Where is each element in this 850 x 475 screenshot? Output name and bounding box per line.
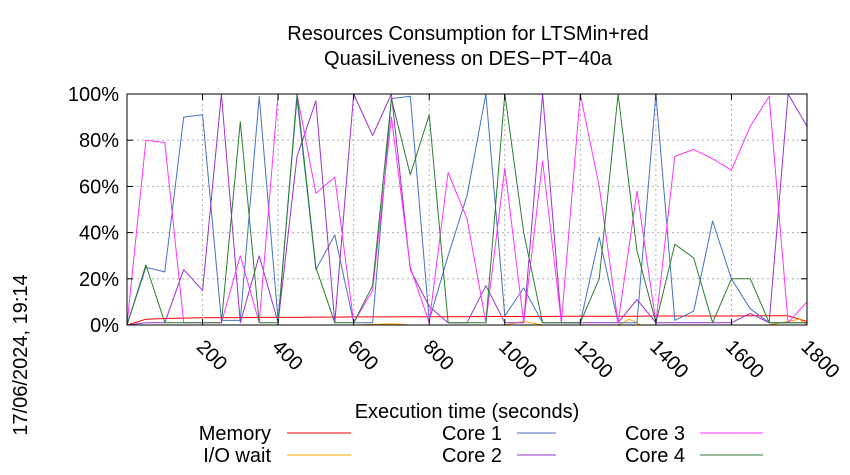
grid xyxy=(127,94,807,325)
chart-title: Resources Consumption for LTSMin+red Qua… xyxy=(287,23,648,70)
series-line-core-4 xyxy=(126,93,807,326)
y-tick-label: 0% xyxy=(90,315,119,337)
legend-label-core-4: Core 4 xyxy=(625,445,685,467)
x-axis-label: Execution time (seconds) xyxy=(355,401,580,423)
x-tick-label: 1800 xyxy=(796,336,843,383)
series-lines xyxy=(126,93,808,326)
x-tick-label: 200 xyxy=(192,336,231,375)
timestamp-label: 17/06/2024, 19:14 xyxy=(10,274,32,435)
legend-label-i-o-wait: I/O wait xyxy=(203,445,271,467)
legend-label-core-3: Core 3 xyxy=(625,423,685,445)
x-tick-label: 1400 xyxy=(645,336,692,383)
legend-label-core-2: Core 2 xyxy=(442,445,502,467)
y-tick-label: 40% xyxy=(79,223,119,245)
x-tick-label: 400 xyxy=(268,336,307,375)
chart-title-line-1: Resources Consumption for LTSMin+red xyxy=(287,23,648,45)
x-tick-label: 800 xyxy=(419,336,458,375)
y-axis: 0% 20% 40% 60% 80% 100% xyxy=(68,84,807,337)
series-line-core-1 xyxy=(126,93,807,326)
series-line-core-3 xyxy=(126,93,808,326)
series-line-core-2 xyxy=(126,93,808,326)
y-tick-label: 80% xyxy=(79,130,119,152)
y-tick-label: 60% xyxy=(79,176,119,198)
x-tick-label: 600 xyxy=(343,336,382,375)
x-tick-label: 1000 xyxy=(494,336,541,383)
x-tick-label: 1200 xyxy=(570,336,617,383)
y-tick-label: 20% xyxy=(79,269,119,291)
legend-label-core-1: Core 1 xyxy=(442,423,502,445)
chart-title-line-2: QuasiLiveness on DES−PT−40a xyxy=(324,48,613,70)
x-tick-label: 1600 xyxy=(721,336,768,383)
plot-frame xyxy=(126,93,808,326)
legend-label-memory: Memory xyxy=(199,423,271,445)
y-tick-label: 100% xyxy=(68,84,119,106)
